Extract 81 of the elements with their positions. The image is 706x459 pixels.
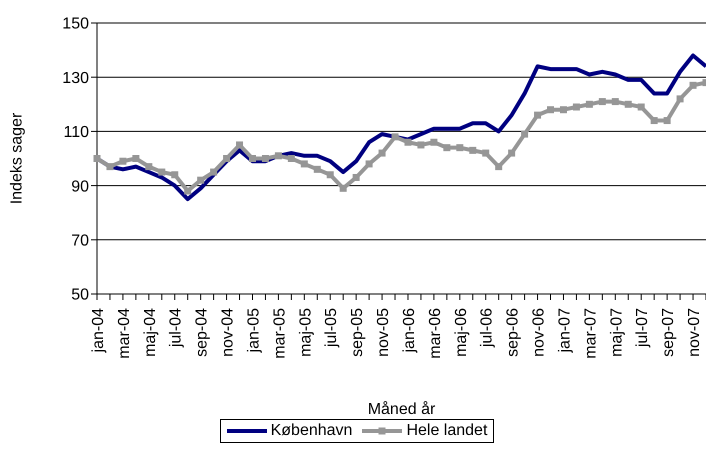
- point: [612, 98, 619, 106]
- point: [326, 171, 334, 178]
- point: [300, 160, 308, 168]
- x-tick-label: jul-06: [478, 308, 496, 348]
- point: [288, 155, 295, 162]
- x-tick-label: jan-06: [400, 308, 418, 354]
- point: [248, 155, 256, 162]
- y-tick-label: 110: [63, 124, 90, 142]
- y-tick-label: 150: [62, 16, 90, 33]
- point: [404, 138, 412, 146]
- point: [456, 144, 464, 152]
- point: [392, 133, 399, 140]
- point: [158, 168, 166, 176]
- point: [469, 146, 476, 154]
- x-tick-label: sep-06: [504, 308, 522, 357]
- legend-label: København: [270, 422, 352, 440]
- point: [132, 155, 140, 162]
- point: [598, 98, 606, 106]
- x-axis-title: Måned år: [368, 401, 436, 418]
- x-tick-label: mar-07: [582, 308, 600, 359]
- x-tick-label: mar-05: [271, 308, 288, 359]
- x-tick-label: mar-04: [116, 308, 133, 359]
- x-tick-label: jan-04: [90, 308, 107, 354]
- point: [417, 141, 424, 148]
- point: [547, 106, 554, 114]
- point: [521, 130, 528, 138]
- x-tick-label: maj-07: [608, 308, 626, 357]
- x-tick-label: maj-05: [297, 308, 314, 357]
- x-tick-label: nov-07: [686, 308, 704, 357]
- point: [171, 171, 178, 178]
- y-tick-label: 70: [71, 232, 90, 250]
- point: [145, 163, 152, 170]
- x-tick-label: jan-05: [245, 308, 262, 354]
- x-tick-label: jul-07: [634, 308, 652, 348]
- x-tick-label: sep-04: [194, 308, 211, 357]
- y-tick-label: 90: [71, 178, 90, 196]
- y-tick-label: 130: [62, 70, 90, 87]
- x-tick-label: nov-06: [530, 308, 548, 357]
- point: [184, 188, 192, 195]
- point: [443, 144, 450, 152]
- point: [119, 158, 126, 165]
- point: [210, 168, 218, 176]
- x-tick-label: nov-04: [220, 308, 237, 357]
- x-tick-label: jan-07: [556, 308, 574, 354]
- y-axis-title: Indeks sager: [8, 112, 26, 204]
- point: [340, 184, 347, 192]
- point: [262, 155, 269, 162]
- x-tick-label: jul-05: [323, 308, 340, 348]
- point: [378, 150, 386, 157]
- point: [534, 112, 542, 119]
- point: [690, 82, 697, 89]
- x-tick-label: maj-04: [142, 308, 159, 357]
- point: [236, 141, 244, 148]
- y-tick-label: 50: [71, 286, 90, 304]
- x-tick-label: sep-05: [349, 308, 366, 357]
- x-tick-label: maj-06: [452, 308, 470, 357]
- point: [197, 176, 204, 184]
- point: [274, 152, 282, 160]
- point: [560, 106, 567, 114]
- point: [676, 95, 684, 102]
- point: [664, 117, 671, 124]
- point: [638, 104, 645, 111]
- point: [624, 100, 632, 108]
- point: [572, 104, 580, 111]
- legend-label: Hele landet: [405, 422, 488, 440]
- point: [495, 163, 502, 170]
- point: [482, 150, 490, 157]
- point: [650, 117, 658, 124]
- point: [430, 138, 438, 146]
- point: [106, 163, 114, 170]
- point: [223, 155, 230, 162]
- point: [508, 150, 516, 157]
- point: [314, 166, 321, 173]
- x-tick-label: jul-04: [168, 308, 185, 348]
- point: [352, 174, 360, 181]
- point: [586, 100, 593, 108]
- x-tick-label: sep-07: [660, 308, 678, 357]
- point: [366, 160, 373, 168]
- x-tick-label: nov-05: [375, 308, 392, 357]
- x-tick-label: mar-06: [426, 308, 444, 359]
- point: [94, 155, 100, 162]
